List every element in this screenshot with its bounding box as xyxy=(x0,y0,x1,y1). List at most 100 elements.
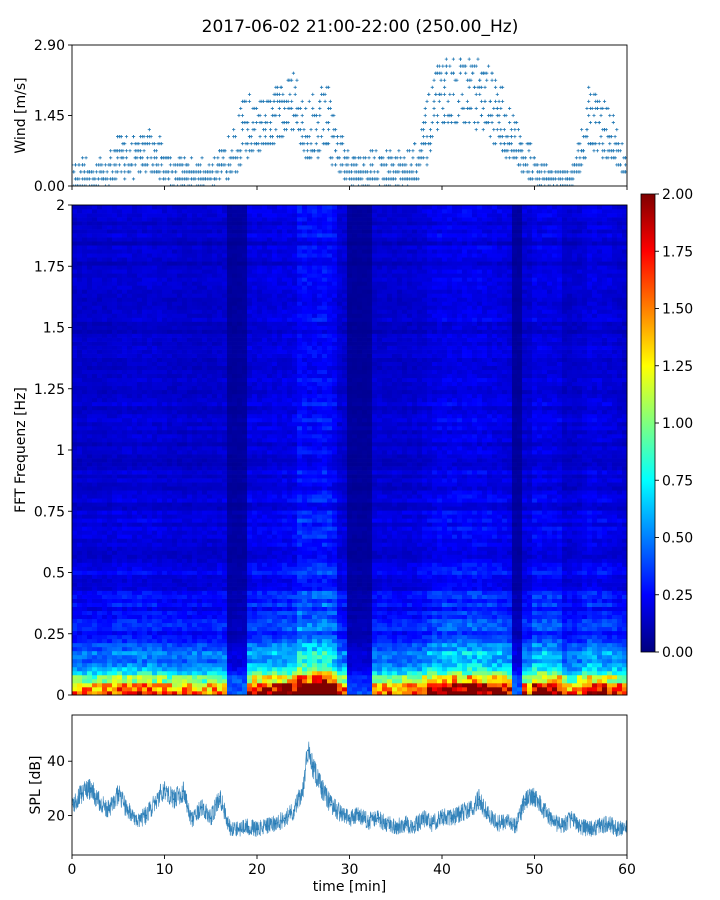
wind-point xyxy=(145,156,150,160)
spectrogram-cell xyxy=(187,213,193,218)
spectrogram-cell xyxy=(177,666,183,672)
spectrogram-cell xyxy=(122,482,128,487)
spectrogram-cell xyxy=(122,462,128,467)
wind-point xyxy=(300,99,304,103)
spectrogram-cell xyxy=(132,317,138,322)
wind-point xyxy=(374,149,378,153)
spectrogram-cell xyxy=(117,377,123,383)
spectrogram-cell xyxy=(117,205,123,210)
spectrogram-cell xyxy=(202,530,208,535)
spectrogram-cell xyxy=(132,361,138,367)
spectrogram-cell xyxy=(212,534,218,539)
spectrogram-cell xyxy=(97,610,103,616)
spectrogram-cell xyxy=(162,329,168,334)
wind-point xyxy=(77,184,81,186)
spectrogram-cell xyxy=(187,486,193,491)
spectrogram-cell xyxy=(177,582,183,587)
spectrogram-cell xyxy=(112,221,118,226)
spectrogram-cell xyxy=(167,614,173,620)
spectrogram-cell xyxy=(212,397,218,403)
spectrogram-cell xyxy=(192,462,198,467)
spectrogram-cell xyxy=(197,337,203,342)
spectrogram-cell xyxy=(127,325,133,330)
spectrogram-cell xyxy=(147,658,153,664)
wind-point xyxy=(411,149,415,153)
spectrogram-cell xyxy=(77,594,83,599)
spectrogram-cell xyxy=(197,273,203,278)
spectrogram-cell xyxy=(77,253,83,258)
wind-point xyxy=(490,113,494,118)
spectrogram-cell xyxy=(157,614,163,620)
spectrogram-cell xyxy=(157,486,163,491)
spectrogram-cell xyxy=(157,458,163,463)
spectrogram-cell xyxy=(97,441,103,447)
spectrogram-cell xyxy=(92,425,98,431)
wind-point xyxy=(246,156,250,160)
spectrogram-cell xyxy=(162,494,168,499)
spectrogram-cell xyxy=(167,558,173,563)
spectrogram-cell xyxy=(87,361,93,367)
spectrogram-cell xyxy=(102,253,108,258)
spectrogram-cell xyxy=(137,365,143,371)
spectrogram-cell xyxy=(92,478,98,483)
spectrogram-cell xyxy=(202,369,208,375)
spectrogram-cell xyxy=(122,630,128,636)
spectrogram-cell xyxy=(127,361,133,367)
spectrogram-cell xyxy=(77,437,83,443)
wind-point xyxy=(464,64,468,68)
wind-point xyxy=(128,170,132,174)
wind-point xyxy=(142,149,146,153)
spectrogram-cell xyxy=(207,550,213,555)
spectrogram-cell xyxy=(97,345,103,350)
spectrogram-cell xyxy=(117,217,123,222)
spectrogram-cell xyxy=(72,526,78,531)
spectrogram-cell xyxy=(137,377,143,383)
spectrogram-cell xyxy=(207,490,213,495)
wind-point xyxy=(77,163,81,167)
spectrogram-cell xyxy=(157,221,163,226)
spectrogram-cell xyxy=(127,237,133,242)
wind-point xyxy=(446,99,450,103)
wind-point xyxy=(182,184,187,186)
spectrogram-cell xyxy=(202,450,208,455)
spectrogram-cell xyxy=(162,590,168,595)
spectrogram-cell xyxy=(177,474,183,479)
spectrogram-cell xyxy=(117,606,123,612)
wind-point xyxy=(105,170,109,174)
spectrogram-cell xyxy=(172,405,178,411)
spectrogram-cell xyxy=(107,622,113,628)
spectrogram-cell xyxy=(182,666,188,672)
spectrogram-cell xyxy=(102,433,108,439)
spectrogram-cell xyxy=(157,229,163,234)
spectrogram-cell xyxy=(187,261,193,266)
wind-point xyxy=(244,149,248,153)
spectrogram-cell xyxy=(157,562,163,567)
spectrogram-cell xyxy=(207,213,213,218)
spectrogram-cell xyxy=(107,209,113,214)
spectrogram-cell xyxy=(152,325,158,330)
spectrogram-cell xyxy=(152,486,158,491)
spectrogram-cell xyxy=(182,381,188,387)
spectrogram-cell xyxy=(77,377,83,383)
spectrogram-cell xyxy=(152,237,158,242)
spectrogram-cell xyxy=(172,253,178,258)
spectrogram-cell xyxy=(72,373,78,379)
spectrogram-cell xyxy=(147,317,153,322)
spectrogram-cell xyxy=(197,373,203,379)
spectrogram-cell xyxy=(77,482,83,487)
wind-point xyxy=(604,128,608,132)
spectrogram-cell xyxy=(127,401,133,407)
spectrogram-cell xyxy=(122,638,128,644)
spectrogram-cell xyxy=(82,257,88,262)
spectrogram-cell xyxy=(182,445,188,451)
spectrogram-cell xyxy=(92,349,98,354)
spectrogram-cell xyxy=(92,646,98,652)
wind-point xyxy=(362,163,366,167)
spectrogram-cell xyxy=(107,417,113,423)
spectrogram-cell xyxy=(152,249,158,254)
spectrogram-cell xyxy=(192,269,198,274)
spectrogram-cell xyxy=(192,265,198,270)
spectrogram-cell xyxy=(117,650,123,656)
spectrogram-cell xyxy=(92,441,98,447)
wind-point xyxy=(588,92,593,96)
